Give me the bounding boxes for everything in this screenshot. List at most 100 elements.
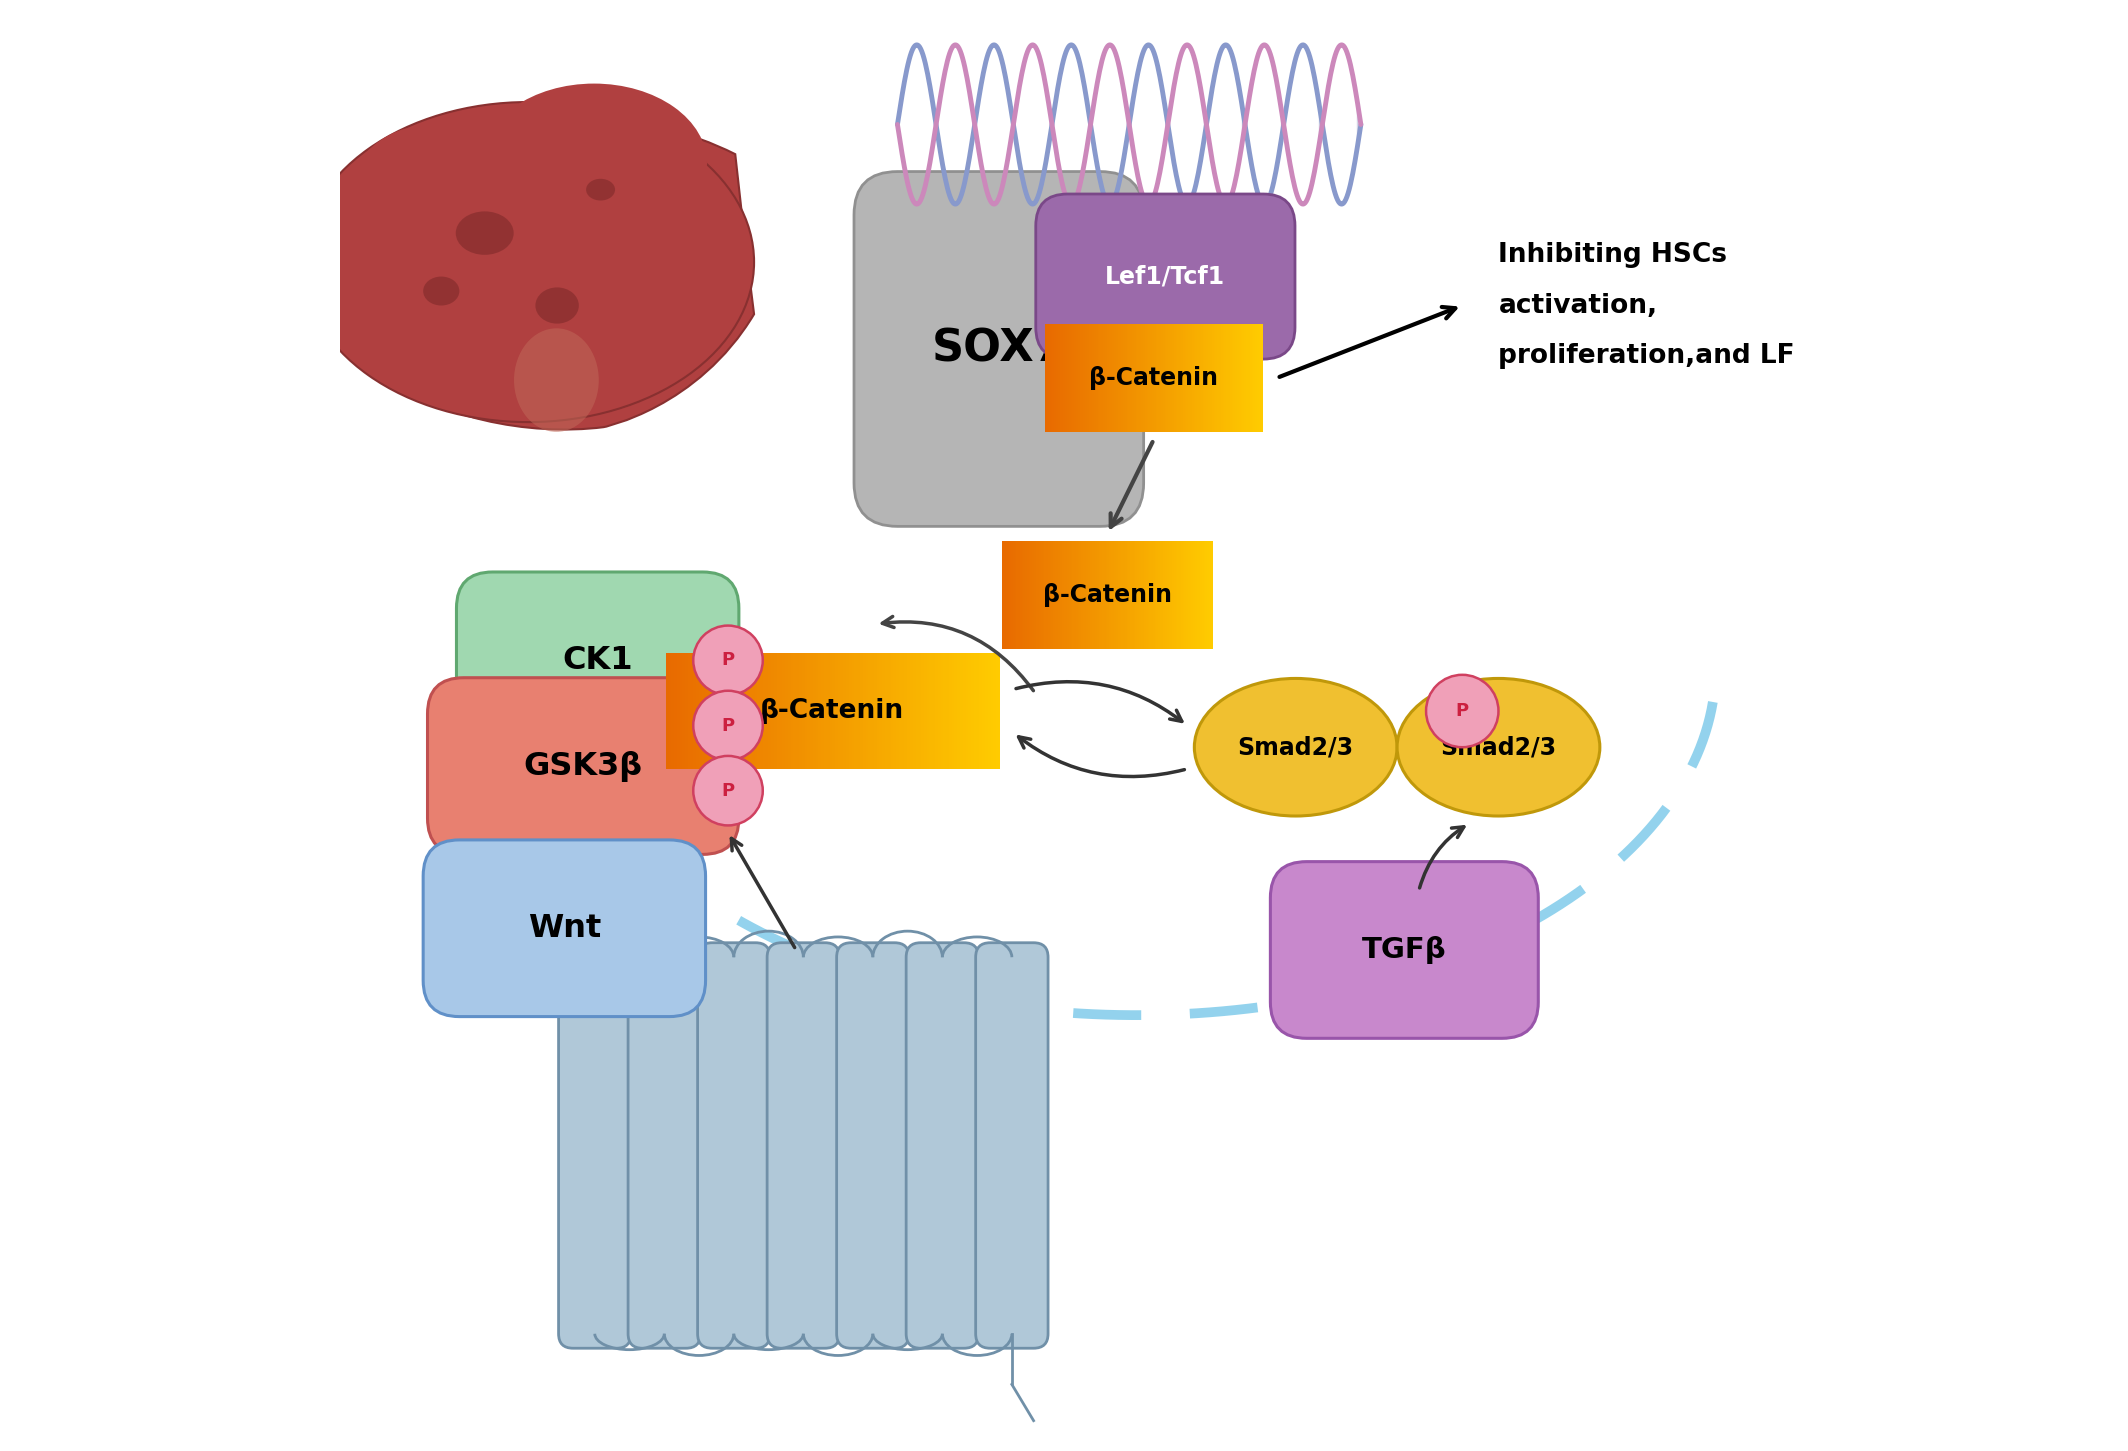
Bar [792,653,794,769]
Bar [796,653,800,769]
Bar [1187,541,1190,650]
Bar [1064,324,1066,432]
Bar [802,653,804,769]
Bar [1224,324,1228,432]
Bar [1104,541,1107,650]
Bar [1077,541,1079,650]
Bar [1247,324,1251,432]
Bar [1200,541,1202,650]
Bar [1007,541,1009,650]
FancyBboxPatch shape [428,678,738,855]
Bar [1247,324,1249,432]
Bar [1055,324,1058,432]
Bar [1009,541,1013,650]
FancyBboxPatch shape [975,943,1049,1348]
FancyBboxPatch shape [836,943,909,1348]
Bar [702,653,704,769]
FancyBboxPatch shape [907,943,979,1348]
Bar [1200,324,1204,432]
Bar [1253,324,1256,432]
Bar [1221,324,1224,432]
Bar [843,653,847,769]
Bar [1236,324,1241,432]
Bar [1090,541,1092,650]
Bar [1238,324,1241,432]
Bar [734,653,738,769]
Bar [1066,324,1070,432]
Bar [1170,324,1173,432]
Bar [968,653,972,769]
Bar [1119,324,1121,432]
Bar [983,653,985,769]
Bar [1104,324,1107,432]
Bar [706,653,711,769]
FancyBboxPatch shape [1036,194,1296,358]
Bar [1051,324,1053,432]
Bar [1151,541,1153,650]
Bar [783,653,785,769]
Bar [730,653,732,769]
Bar [728,653,730,769]
Bar [1187,324,1190,432]
Bar [804,653,809,769]
Bar [1075,324,1077,432]
Bar [977,653,981,769]
Bar [1183,541,1185,650]
Bar [898,653,902,769]
Bar [987,653,992,769]
Bar [924,653,928,769]
Text: β-Catenin: β-Catenin [1090,366,1219,390]
Bar [1102,541,1104,650]
Bar [798,653,802,769]
Bar [1092,541,1094,650]
Bar [1096,324,1098,432]
Bar [1081,541,1083,650]
Bar [1181,324,1183,432]
Bar [1013,541,1015,650]
Text: Smad2/3: Smad2/3 [1441,736,1556,759]
Bar [1158,541,1160,650]
Bar [1102,324,1104,432]
Bar [1153,541,1156,650]
Bar [1166,324,1168,432]
Bar [675,653,677,769]
Bar [1138,541,1141,650]
Bar [1192,324,1194,432]
Bar [1109,324,1111,432]
Bar [1032,541,1034,650]
Bar [1149,541,1151,650]
Bar [902,653,904,769]
Bar [1194,541,1196,650]
Text: Smad2/3: Smad2/3 [1238,736,1353,759]
Bar [834,653,838,769]
Bar [1260,324,1264,432]
Bar [679,653,683,769]
Bar [1113,324,1117,432]
Bar [1164,541,1166,650]
Bar [858,653,860,769]
Bar [1234,324,1238,432]
Bar [830,653,832,769]
Bar [1081,324,1083,432]
Bar [1060,541,1062,650]
Bar [1053,541,1055,650]
Bar [892,653,894,769]
Bar [1211,324,1215,432]
Bar [1132,541,1134,650]
Bar [990,653,994,769]
Bar [1204,541,1207,650]
Bar [1047,541,1051,650]
Bar [1190,324,1192,432]
Bar [1126,541,1128,650]
Bar [947,653,949,769]
Bar [1128,324,1130,432]
Bar [1207,324,1209,432]
Bar [1162,541,1164,650]
Bar [1058,541,1062,650]
Bar [1149,324,1153,432]
Bar [1117,324,1119,432]
Bar [1128,541,1130,650]
Bar [1164,324,1166,432]
Bar [1258,324,1260,432]
Bar [1168,324,1170,432]
